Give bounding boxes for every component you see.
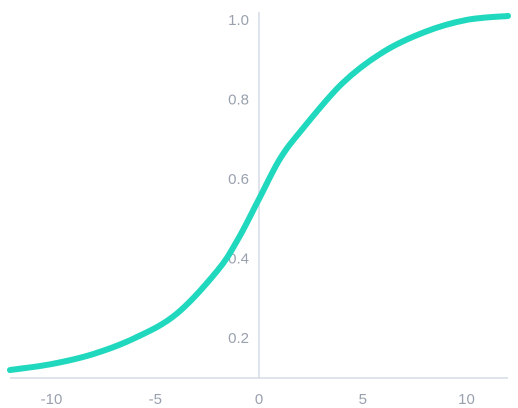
y-tick-labels: 0.2 0.4 0.6 0.8 1.0: [228, 12, 249, 347]
y-tick-label: 0.4: [228, 251, 249, 268]
series-layer: [7, 12, 511, 374]
y-tick-label: 0.2: [228, 330, 249, 347]
x-tick-labels: -10 -5 0 5 10: [41, 391, 475, 408]
x-tick-label: 0: [255, 391, 263, 408]
series-line: [7, 12, 511, 374]
x-tick-label: -5: [149, 391, 162, 408]
x-tick-label: 10: [458, 391, 475, 408]
y-tick-label: 0.8: [228, 92, 249, 109]
x-tick-label: 5: [359, 391, 367, 408]
y-tick-label: 0.6: [228, 171, 249, 188]
x-tick-label: -10: [41, 391, 63, 408]
y-tick-label: 1.0: [228, 12, 249, 29]
